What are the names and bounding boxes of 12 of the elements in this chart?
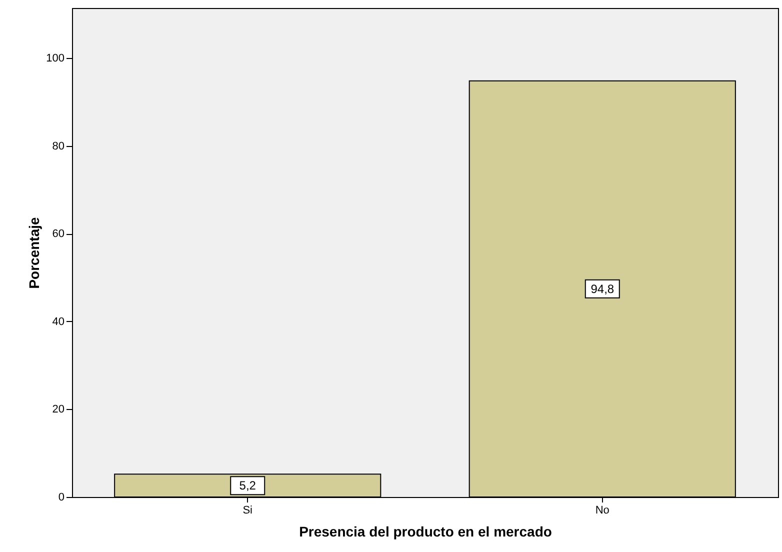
x-tick-label: Si — [242, 504, 253, 516]
data-label: 94,8 — [590, 282, 614, 296]
y-tick-label: 40 — [52, 316, 64, 328]
y-tick-label: 100 — [46, 52, 64, 65]
y-axis-title: Porcentaje — [26, 216, 42, 289]
y-tick-label: 60 — [52, 228, 64, 240]
y-tick-label: 0 — [58, 492, 64, 504]
y-tick-label: 20 — [52, 404, 64, 416]
y-tick-label: 80 — [52, 140, 64, 152]
x-axis-title: Presencia del producto en el mercado — [299, 524, 552, 540]
x-tick-label: No — [595, 504, 610, 516]
data-label: 5,2 — [239, 478, 256, 493]
